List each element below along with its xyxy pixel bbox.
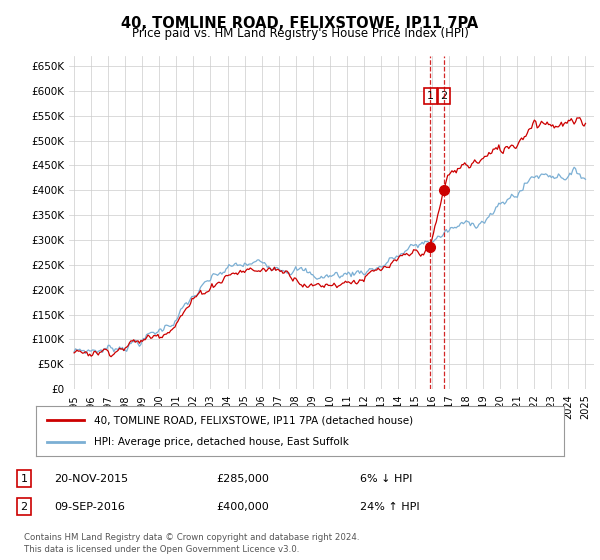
Text: 6% ↓ HPI: 6% ↓ HPI <box>360 474 412 484</box>
Text: 40, TOMLINE ROAD, FELIXSTOWE, IP11 7PA (detached house): 40, TOMLINE ROAD, FELIXSTOWE, IP11 7PA (… <box>94 415 413 425</box>
Text: 2: 2 <box>440 91 448 101</box>
Text: 20-NOV-2015: 20-NOV-2015 <box>54 474 128 484</box>
Text: £285,000: £285,000 <box>216 474 269 484</box>
Text: 24% ↑ HPI: 24% ↑ HPI <box>360 502 419 512</box>
Text: 1: 1 <box>20 474 28 484</box>
Text: 2: 2 <box>20 502 28 512</box>
Text: 1: 1 <box>427 91 434 101</box>
Text: Price paid vs. HM Land Registry's House Price Index (HPI): Price paid vs. HM Land Registry's House … <box>131 27 469 40</box>
Text: 09-SEP-2016: 09-SEP-2016 <box>54 502 125 512</box>
Text: This data is licensed under the Open Government Licence v3.0.: This data is licensed under the Open Gov… <box>24 545 299 554</box>
Text: £400,000: £400,000 <box>216 502 269 512</box>
Text: HPI: Average price, detached house, East Suffolk: HPI: Average price, detached house, East… <box>94 437 349 447</box>
Text: 40, TOMLINE ROAD, FELIXSTOWE, IP11 7PA: 40, TOMLINE ROAD, FELIXSTOWE, IP11 7PA <box>121 16 479 31</box>
Text: Contains HM Land Registry data © Crown copyright and database right 2024.: Contains HM Land Registry data © Crown c… <box>24 533 359 542</box>
